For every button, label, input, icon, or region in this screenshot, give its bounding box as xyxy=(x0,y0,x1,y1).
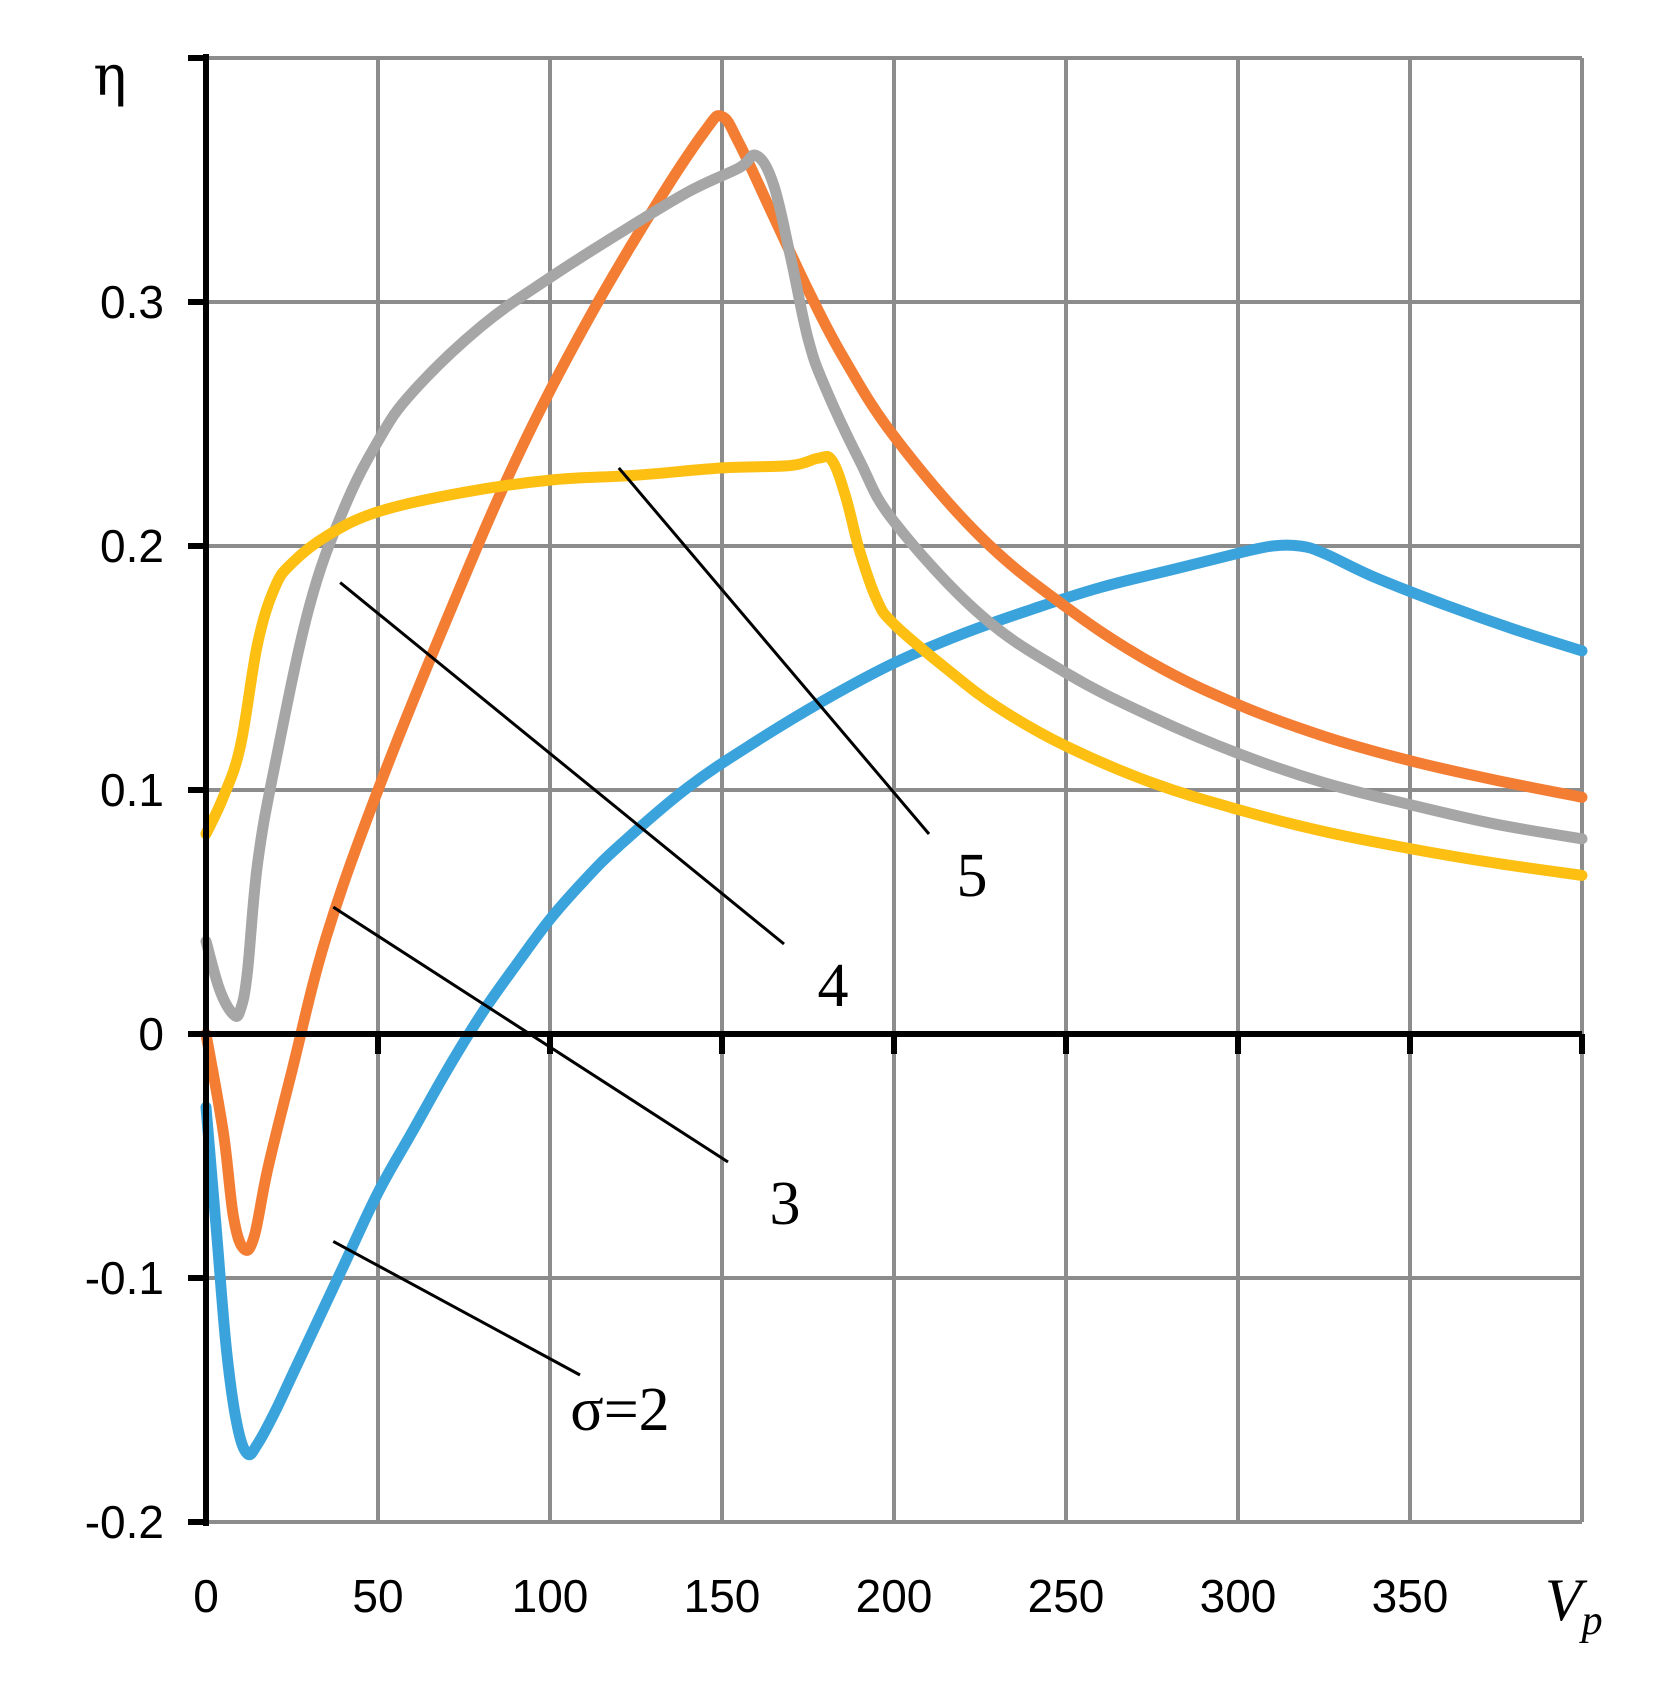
series-line-4 xyxy=(200,149,1588,1022)
y-tick-label: -0.2 xyxy=(85,1496,164,1548)
y-tick-label: 0.3 xyxy=(100,276,164,328)
x-tick-label: 350 xyxy=(1372,1570,1449,1622)
axes xyxy=(188,54,1585,1526)
y-tick-label: -0.1 xyxy=(85,1252,164,1304)
annotation-leader-line xyxy=(617,466,931,835)
x-tick-label: 0 xyxy=(193,1570,219,1622)
y-tick-label: 0.1 xyxy=(100,764,164,816)
annotation-labels: σ=2 3 4 5 xyxy=(570,842,987,1444)
series-line-5 xyxy=(200,450,1588,881)
series-line-3 xyxy=(200,110,1588,1256)
tick-labels: -0.2 -0.1 0 0.1 0.2 0.3 0 50 100 150 200 250 300 350 xyxy=(85,276,1449,1622)
y-tick-label: 0 xyxy=(138,1008,164,1060)
x-axis-label-main: V xyxy=(1545,1567,1588,1633)
annotation-leader-line xyxy=(332,905,729,1164)
annotation-leader-line xyxy=(332,1240,581,1377)
y-tick-label: 0.2 xyxy=(100,520,164,572)
x-tick-label: 200 xyxy=(856,1570,933,1622)
annotation-label: 3 xyxy=(770,1170,801,1238)
x-tick-label: 150 xyxy=(684,1570,761,1622)
x-axis-label: Vp xyxy=(1545,1567,1603,1644)
x-tick-label: 100 xyxy=(512,1570,589,1622)
annotation-label: σ=2 xyxy=(570,1376,669,1444)
series-lines xyxy=(200,110,1588,1461)
x-tick-label: 300 xyxy=(1200,1570,1277,1622)
annotation-leaders xyxy=(332,466,931,1377)
annotation-leader-line xyxy=(339,581,785,946)
annotation-label: 4 xyxy=(818,952,849,1020)
grid xyxy=(206,56,1584,1524)
series-line-σ=2 xyxy=(200,539,1588,1461)
y-axis-label: η xyxy=(93,44,127,109)
x-axis-label-subscript: p xyxy=(1579,1598,1603,1644)
x-tick-label: 250 xyxy=(1028,1570,1105,1622)
annotation-label: 5 xyxy=(957,842,988,910)
x-tick-label: 50 xyxy=(352,1570,403,1622)
